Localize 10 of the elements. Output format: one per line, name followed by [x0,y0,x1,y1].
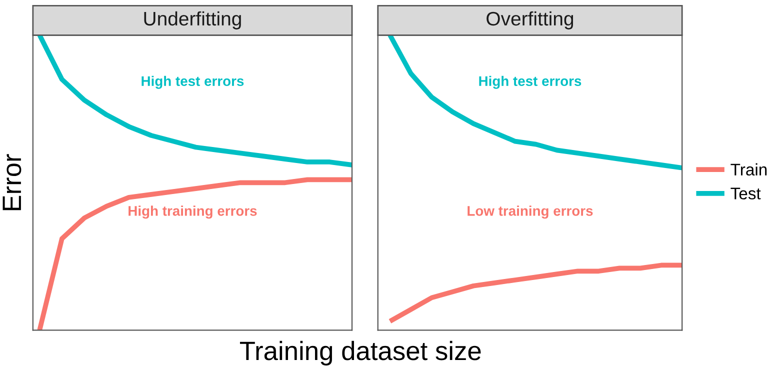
legend-label: Test [730,188,761,200]
annotation: Low training errors [468,206,593,219]
chart-title: Overfitting [486,11,574,30]
chart-title: Underfitting [144,11,241,30]
y-axis-title: Error [2,154,22,210]
x-axis-title: Training dataset size [240,340,481,366]
annotation: High training errors [128,206,257,219]
annotation: High test errors [479,76,582,89]
legend-label: Train [730,163,767,176]
annotation: High test errors [142,76,244,89]
